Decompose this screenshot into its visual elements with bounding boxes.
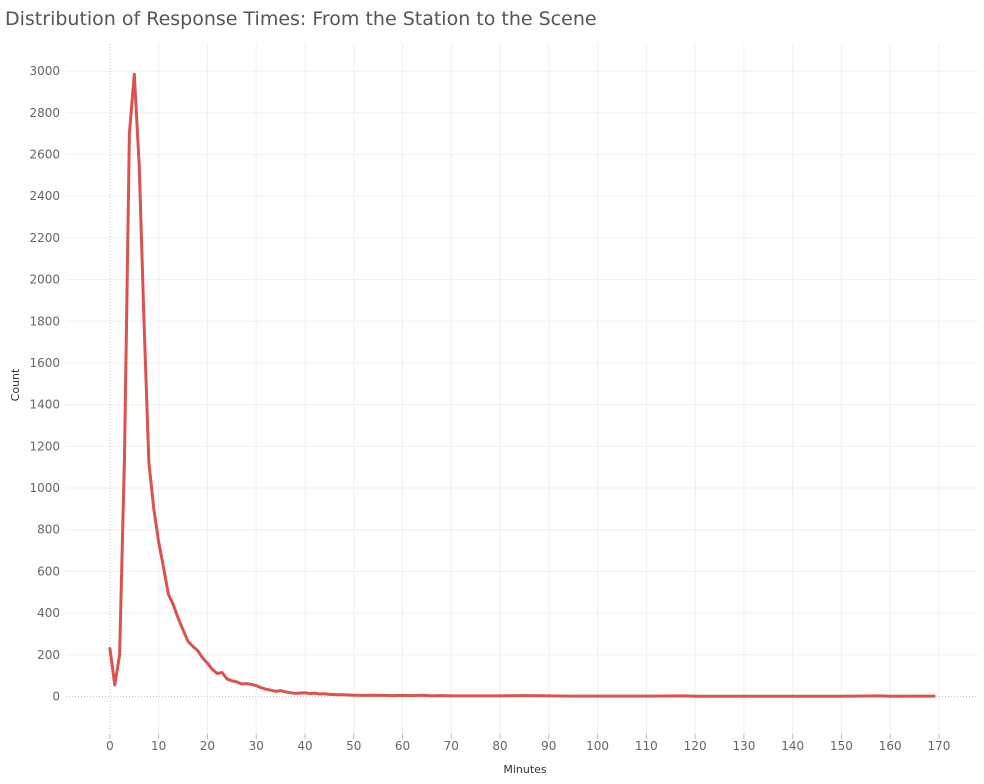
- x-tick-label: 10: [151, 739, 166, 753]
- y-tick-label: 3000: [29, 64, 60, 78]
- y-tick-label: 2400: [29, 189, 60, 203]
- x-tick-label: 80: [492, 739, 507, 753]
- x-tick-label: 130: [732, 739, 755, 753]
- y-tick-label: 1400: [29, 398, 60, 412]
- y-axis-label: Count: [9, 368, 22, 401]
- y-tick-label: 2000: [29, 273, 60, 287]
- x-tick-label: 170: [928, 739, 951, 753]
- x-tick-label: 20: [200, 739, 215, 753]
- x-axis-label: Minutes: [503, 763, 547, 776]
- y-tick-label: 1000: [29, 481, 60, 495]
- y-tick-label: 1200: [29, 439, 60, 453]
- chart-title: Distribution of Response Times: From the…: [5, 8, 597, 30]
- x-tick-label: 160: [879, 739, 902, 753]
- y-tick-label: 2600: [29, 147, 60, 161]
- x-tick-label: 60: [395, 739, 410, 753]
- y-tick-label: 800: [37, 523, 60, 537]
- x-tick-label: 140: [781, 739, 804, 753]
- x-tick-label: 120: [684, 739, 707, 753]
- x-tick-label: 150: [830, 739, 853, 753]
- series-line: [108, 72, 936, 698]
- y-tick-label: 2800: [29, 106, 60, 120]
- y-tick-label: 600: [37, 564, 60, 578]
- gridlines: [66, 44, 978, 734]
- y-tick-label: 2200: [29, 231, 60, 245]
- x-tick-label: 90: [541, 739, 556, 753]
- y-tick-label: 400: [37, 606, 60, 620]
- x-tick-label: 30: [249, 739, 264, 753]
- x-axis-ticks: 0 10 20 30 40 50 60 70 80 90 100 110 120 130 140 150 160…: [106, 734, 950, 753]
- x-tick-label: 100: [586, 739, 609, 753]
- x-tick-label: 0: [106, 739, 114, 753]
- x-tick-label: 110: [635, 739, 658, 753]
- x-tick-label: 70: [444, 739, 459, 753]
- x-tick-label: 40: [297, 739, 312, 753]
- x-tick-label: 50: [346, 739, 361, 753]
- y-tick-label: 1800: [29, 314, 60, 328]
- y-axis-ticks: 0 200 400 600 800 1000 1200 1400 1600 1800 2000 220…: [29, 64, 60, 703]
- y-tick-label: 200: [37, 648, 60, 662]
- y-tick-label: 0: [52, 689, 60, 703]
- y-tick-label: 1600: [29, 356, 60, 370]
